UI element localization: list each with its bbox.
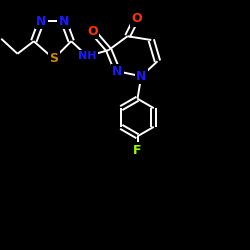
Text: N: N (112, 65, 123, 78)
Text: F: F (133, 144, 142, 156)
Text: NH: NH (78, 51, 97, 61)
Text: N: N (58, 15, 69, 28)
Text: S: S (49, 52, 58, 65)
Text: N: N (136, 70, 146, 83)
Text: N: N (36, 15, 46, 28)
Text: O: O (131, 12, 141, 25)
Text: O: O (87, 25, 98, 38)
